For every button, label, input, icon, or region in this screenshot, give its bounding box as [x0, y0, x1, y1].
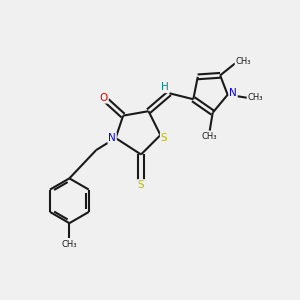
Text: S: S: [138, 180, 144, 190]
Text: CH₃: CH₃: [248, 93, 263, 102]
Text: H: H: [161, 82, 169, 92]
Text: O: O: [100, 93, 108, 103]
Text: CH₃: CH₃: [61, 240, 77, 249]
Text: N: N: [108, 133, 116, 143]
Text: CH₃: CH₃: [236, 57, 251, 66]
Text: N: N: [229, 88, 237, 98]
Text: S: S: [161, 133, 167, 143]
Text: CH₃: CH₃: [202, 132, 218, 141]
